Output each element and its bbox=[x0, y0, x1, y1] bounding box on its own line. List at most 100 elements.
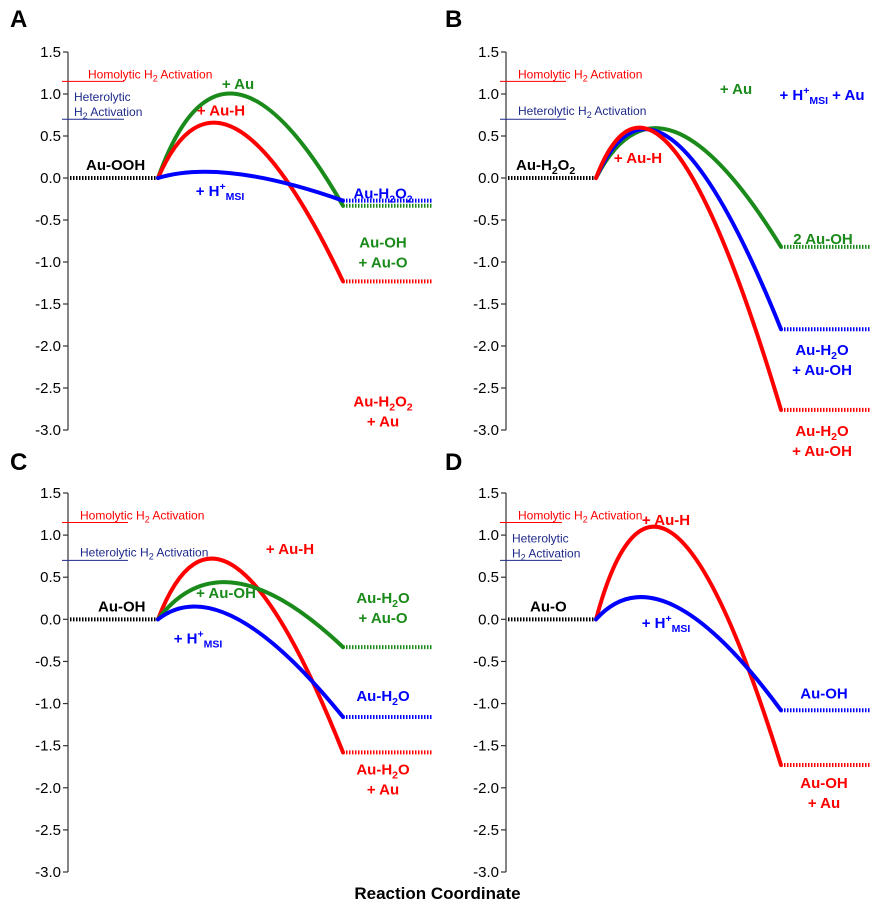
product-label-d-0-1: + Au bbox=[808, 795, 840, 812]
y-tick-label-c-1: 1.0 bbox=[40, 527, 61, 544]
y-tick-label-c-6: -1.5 bbox=[35, 738, 61, 755]
series-label-b-1: + H+MSI + Au bbox=[779, 85, 864, 107]
x-axis-label: Reaction Coordinate bbox=[354, 884, 521, 903]
y-tick-label-a-0: 1.5 bbox=[40, 44, 61, 61]
series-curve-d-1 bbox=[594, 595, 783, 713]
series-label-a-2: + H+MSI bbox=[196, 181, 245, 203]
product-label-b-2-1: + Au-OH bbox=[792, 443, 852, 460]
panel-letter-c: C bbox=[10, 449, 28, 476]
series-curve-a-2 bbox=[156, 169, 345, 203]
series-label-c-1: + Au-OH bbox=[196, 585, 256, 602]
product-label-a-0-1: + Au-O bbox=[358, 255, 407, 272]
y-tick-label-b-7: -2.0 bbox=[473, 338, 499, 355]
y-tick-label-a-7: -2.0 bbox=[35, 338, 61, 355]
product-label-b-1-0: Au-H2O bbox=[795, 342, 849, 362]
series-label-a-1: + Au-H bbox=[197, 102, 245, 119]
series-curve-b-1 bbox=[594, 127, 783, 332]
product-label-a-1-1: + Au bbox=[367, 413, 399, 430]
y-tick-label-d-3: 0.0 bbox=[478, 611, 499, 628]
product-label-b-2-0: Au-H2O bbox=[795, 423, 849, 443]
product-label-c-1-0: Au-H2O bbox=[356, 590, 410, 610]
product-label-c-0-0: Au-H2O bbox=[356, 761, 410, 781]
y-tick-label-b-9: -3.0 bbox=[473, 422, 499, 439]
series-label-c-2: + H+MSI bbox=[174, 628, 223, 650]
product-label-a-2-0: Au-H2O2 bbox=[353, 186, 412, 206]
y-tick-label-a-5: -1.0 bbox=[35, 254, 61, 271]
series-label-d-0: + Au-H bbox=[642, 512, 690, 529]
panel-letter-d: D bbox=[445, 449, 463, 476]
ref-label-a-0: Homolytic H2 Activation bbox=[88, 67, 212, 83]
y-tick-label-b-1: 1.0 bbox=[478, 86, 499, 103]
ref-label-b-0: Homolytic H2 Activation bbox=[518, 67, 642, 83]
series-curve-a-1 bbox=[156, 120, 345, 284]
series-curve-a-0 bbox=[156, 91, 345, 208]
y-tick-label-d-9: -3.0 bbox=[473, 864, 499, 880]
y-tick-label-c-0: 1.5 bbox=[40, 485, 61, 502]
product-label-d-1-0: Au-OH bbox=[800, 685, 848, 702]
y-tick-label-b-6: -1.5 bbox=[473, 296, 499, 313]
series-label-a-0: + Au bbox=[222, 76, 254, 93]
y-tick-label-c-8: -2.5 bbox=[35, 822, 61, 839]
energy-profile-chart: 1.5 1.0 0.5 0.0 -0.5 -1.0 -1.5 -2.0 -2.5 -3.0 Homo… bbox=[35, 44, 871, 880]
y-tick-label-c-5: -1.0 bbox=[35, 696, 61, 713]
series-curve-c-1 bbox=[156, 580, 345, 650]
panel-letter-a: A bbox=[10, 6, 28, 33]
y-tick-label-b-4: -0.5 bbox=[473, 212, 499, 229]
y-tick-label-d-2: 0.5 bbox=[478, 569, 499, 586]
y-tick-label-b-8: -2.5 bbox=[473, 380, 499, 397]
product-label-b-1-1: + Au-OH bbox=[792, 362, 852, 379]
y-tick-label-a-4: -0.5 bbox=[35, 212, 61, 229]
y-tick-label-a-2: 0.5 bbox=[40, 128, 61, 145]
ref-label-b-1: Heterolytic H2 Activation bbox=[518, 104, 646, 120]
ref-label-d-1-line2: H2 Activation bbox=[512, 546, 580, 562]
product-label-d-0-0: Au-OH bbox=[800, 775, 848, 792]
y-tick-label-d-0: 1.5 bbox=[478, 485, 499, 502]
series-label-d-1: + H+MSI bbox=[642, 613, 691, 635]
series-label-b-2: + Au-H bbox=[614, 150, 662, 167]
ref-label-d-0: Homolytic H2 Activation bbox=[518, 508, 642, 524]
ref-label-a-1-line2: H2 Activation bbox=[74, 105, 142, 121]
series-curve-b-0 bbox=[594, 126, 783, 249]
y-tick-label-d-7: -2.0 bbox=[473, 780, 499, 797]
start-label-c: Au-OH bbox=[98, 598, 146, 615]
series-label-b-0: + Au bbox=[720, 81, 752, 98]
ref-label-a-1-line1: Heterolytic bbox=[74, 90, 131, 104]
y-tick-label-d-1: 1.0 bbox=[478, 527, 499, 544]
y-tick-label-d-6: -1.5 bbox=[473, 738, 499, 755]
y-tick-label-b-2: 0.5 bbox=[478, 128, 499, 145]
y-tick-label-b-5: -1.0 bbox=[473, 254, 499, 271]
start-label-b: Au-H2O2 bbox=[516, 157, 575, 177]
y-tick-label-a-3: 0.0 bbox=[40, 170, 61, 187]
product-label-b-0-0: 2 Au-OH bbox=[793, 231, 852, 248]
y-tick-label-c-3: 0.0 bbox=[40, 611, 61, 628]
y-tick-label-b-3: 0.0 bbox=[478, 170, 499, 187]
y-tick-label-a-9: -3.0 bbox=[35, 422, 61, 439]
product-label-c-0-1: + Au bbox=[367, 781, 399, 798]
y-tick-label-a-1: 1.0 bbox=[40, 86, 61, 103]
ref-label-c-0: Homolytic H2 Activation bbox=[80, 508, 204, 524]
start-label-d: Au-O bbox=[530, 598, 567, 615]
product-label-a-0-0: Au-OH bbox=[359, 235, 407, 252]
y-tick-label-d-8: -2.5 bbox=[473, 822, 499, 839]
ref-label-d-1-line1: Heterolytic bbox=[512, 531, 569, 545]
y-tick-label-c-7: -2.0 bbox=[35, 780, 61, 797]
y-tick-label-d-5: -1.0 bbox=[473, 696, 499, 713]
start-label-a: Au-OOH bbox=[86, 157, 145, 174]
y-tick-label-a-6: -1.5 bbox=[35, 296, 61, 313]
y-tick-label-a-8: -2.5 bbox=[35, 380, 61, 397]
series-curve-b-2 bbox=[594, 125, 783, 412]
ref-label-c-1: Heterolytic H2 Activation bbox=[80, 545, 208, 561]
product-label-a-1-0: Au-H2O2 bbox=[353, 393, 412, 413]
y-tick-label-c-4: -0.5 bbox=[35, 653, 61, 670]
y-tick-label-c-2: 0.5 bbox=[40, 569, 61, 586]
y-tick-label-b-0: 1.5 bbox=[478, 44, 499, 61]
product-label-c-2-0: Au-H2O bbox=[356, 688, 410, 708]
series-label-c-0: + Au-H bbox=[266, 541, 314, 558]
y-tick-label-d-4: -0.5 bbox=[473, 653, 499, 670]
product-label-c-1-1: + Au-O bbox=[358, 610, 407, 627]
panel-letter-b: B bbox=[445, 6, 463, 33]
y-tick-label-c-9: -3.0 bbox=[35, 864, 61, 880]
series-curve-c-2 bbox=[156, 604, 345, 720]
series-curve-d-0 bbox=[594, 524, 783, 768]
